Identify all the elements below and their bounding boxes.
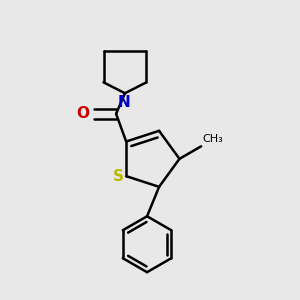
- Text: CH₃: CH₃: [202, 134, 223, 144]
- Text: O: O: [76, 106, 90, 122]
- Text: S: S: [113, 169, 124, 184]
- Text: N: N: [118, 95, 131, 110]
